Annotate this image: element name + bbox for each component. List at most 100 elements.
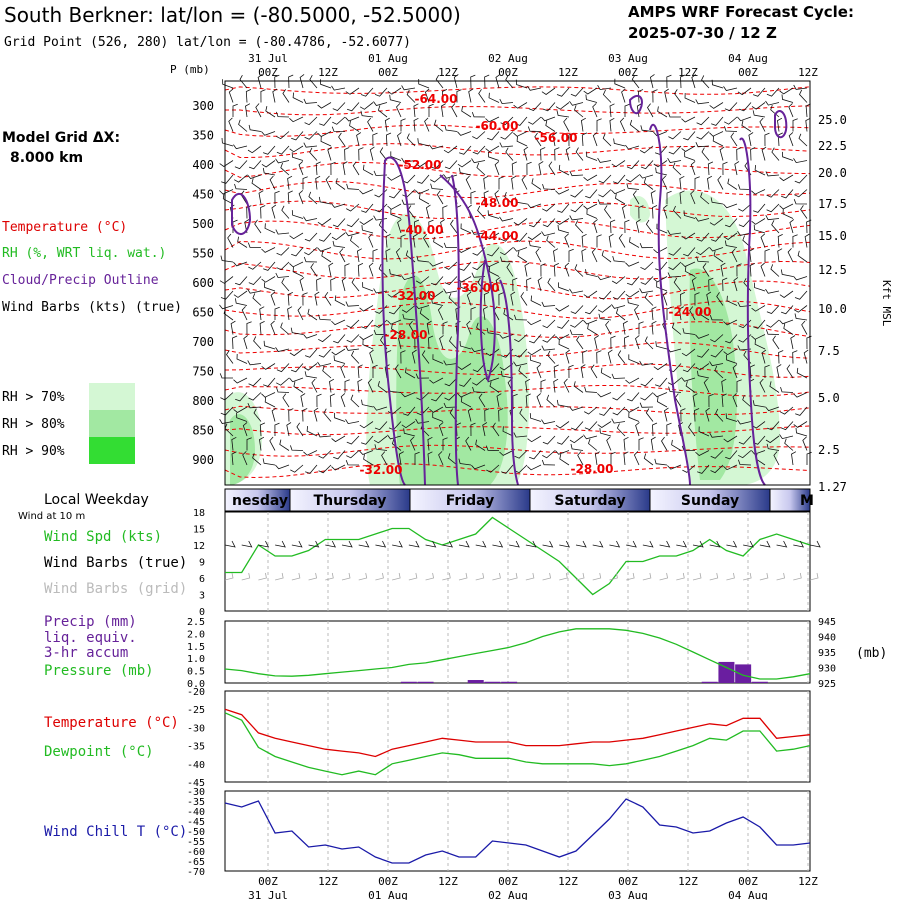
wind-barb: [263, 261, 276, 271]
wind-barb: [401, 85, 416, 91]
wind-barb: [513, 102, 528, 109]
wind-barb: [387, 174, 402, 181]
wind-barb: [668, 145, 682, 155]
y-tick-label: 2.5: [187, 617, 205, 628]
wind-barb: [553, 378, 559, 393]
grid-wind-barb: [809, 572, 819, 581]
wind-barb: [717, 175, 724, 190]
wind-barb: [622, 204, 627, 219]
wind-barb: [738, 435, 752, 445]
wind-barb: [351, 350, 360, 364]
wind-barb: [726, 295, 738, 306]
wind-barb: [426, 320, 432, 335]
wind-barb: [293, 381, 304, 393]
wind-barb: [394, 364, 402, 379]
wind-barb: [461, 106, 472, 118]
wind-barb: [236, 412, 248, 422]
wind-barb: [270, 320, 276, 335]
wind-barb: [696, 256, 710, 263]
wind-barb: [494, 161, 500, 176]
wind-barb: [442, 205, 448, 219]
wind-barb: [374, 203, 388, 213]
surface-wind-barb: [308, 540, 320, 548]
wind-barb: [610, 451, 616, 465]
dewpoint-line: [224, 712, 811, 776]
wind-barb: [292, 266, 304, 277]
wind-barb: [584, 421, 598, 431]
temperature-contour: [224, 260, 811, 280]
cloud-outline: [384, 156, 426, 486]
wind-barb: [557, 319, 570, 329]
grid-wind-barb: [341, 572, 351, 581]
wind-barb: [751, 450, 766, 455]
temperature-contour: [224, 180, 811, 199]
wind-barb: [699, 309, 710, 321]
wind-barb: [698, 426, 710, 437]
wind-barb: [459, 340, 472, 350]
wind-barb: [465, 436, 472, 451]
wind-barb: [466, 320, 472, 335]
precip-bar: [484, 681, 501, 683]
wind-barb: [709, 102, 724, 109]
wind-barb: [598, 174, 612, 184]
wind-barb: [615, 193, 626, 205]
wind-barb: [640, 160, 654, 170]
wind-barb: [716, 292, 724, 306]
wind-barb: [289, 377, 304, 383]
surface-wind-barb: [425, 540, 437, 548]
weekday-label: Thursday: [314, 493, 387, 509]
wind-barb: [541, 301, 556, 307]
wind-barb: [334, 295, 346, 306]
wind-barb: [272, 88, 278, 103]
wind-barb: [683, 210, 696, 219]
wind-barb: [653, 276, 668, 283]
wind-barb: [613, 138, 626, 147]
wind-barb: [611, 418, 626, 424]
wind-barb: [385, 248, 391, 263]
wind-barb: [304, 348, 318, 358]
grid-wind-barb: [325, 572, 334, 581]
wind-barb: [625, 377, 640, 384]
precip-bar: [417, 681, 434, 683]
wind-barb: [612, 255, 626, 263]
wind-barb: [527, 319, 542, 326]
grid-wind-barb: [559, 572, 568, 581]
wind-barb: [801, 320, 808, 335]
wind-barb: [310, 263, 318, 277]
wind-barb: [468, 88, 474, 103]
wind-barb: [372, 248, 378, 262]
wind-barb: [552, 132, 558, 147]
wind-barb: [263, 340, 276, 350]
wind-barb: [350, 235, 360, 248]
wind-barb: [307, 308, 318, 321]
wind-barb: [671, 439, 682, 451]
wind-barb: [387, 319, 402, 325]
wind-barb: [765, 406, 780, 412]
wind-barb: [276, 377, 290, 386]
wind-barb: [318, 450, 332, 459]
wind-barb: [428, 335, 434, 350]
wind-barb: [570, 189, 584, 198]
wind-barb: [271, 407, 277, 422]
wind-barb: [505, 75, 514, 89]
temperature-contour: [224, 86, 811, 95]
weekday-strip: nesday Thursday Friday Saturday Sunday M: [224, 488, 814, 512]
wind-barb: [233, 144, 248, 150]
wind-barb: [302, 176, 308, 190]
wind-barb: [761, 146, 767, 161]
precip-pressure-panel: 0.00.5 1.01.5 2.02.5 925 930 935 940 945: [187, 617, 836, 690]
wind-barb: [616, 423, 626, 437]
wind-barb: [472, 386, 486, 393]
wind-barb: [315, 175, 321, 190]
wind-barb: [292, 92, 304, 103]
wind-barb: [788, 132, 794, 147]
wind-barb: [611, 373, 626, 379]
wind-barb: [298, 161, 304, 176]
wind-barb: [737, 345, 752, 351]
wind-barb: [553, 263, 559, 277]
wind-barb: [545, 120, 556, 132]
y-tick-label: 2.0: [187, 629, 205, 640]
wind-barb: [573, 381, 584, 393]
wind-barb: [695, 142, 710, 148]
wind-barb: [270, 291, 276, 306]
